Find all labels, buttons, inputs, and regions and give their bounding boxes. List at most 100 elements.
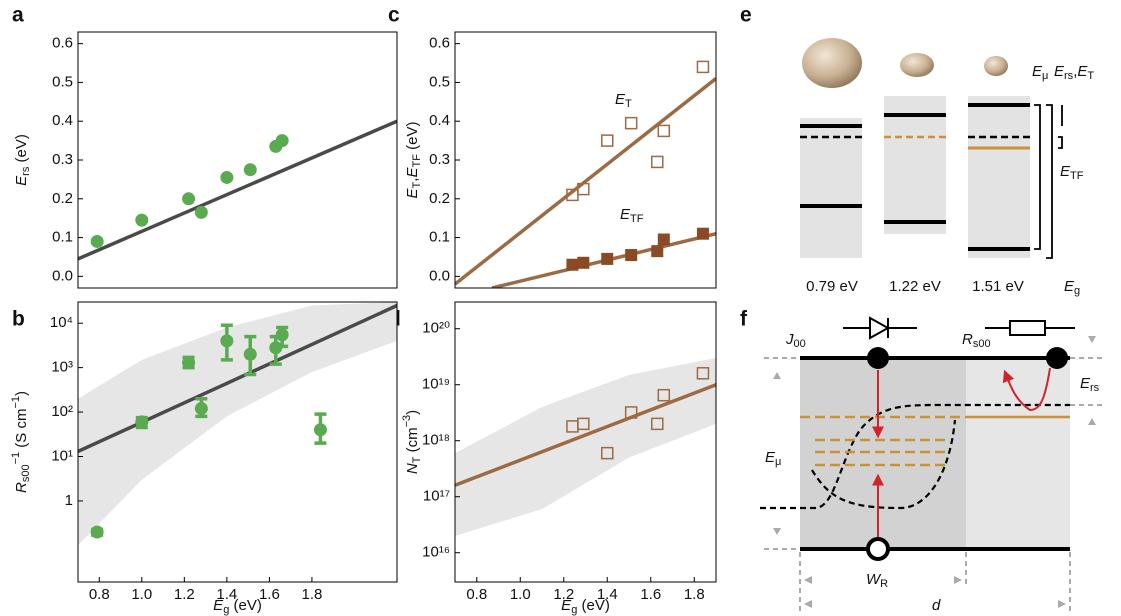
point xyxy=(696,227,709,240)
x-tick-label: 1.6 xyxy=(259,586,280,603)
y-tick-label: 0.2 xyxy=(52,190,73,207)
point xyxy=(275,134,289,148)
y-tick-label: 0.5 xyxy=(52,73,73,90)
text-segment: T xyxy=(1087,70,1094,82)
y-tick-label: 10⁴ xyxy=(50,314,73,331)
y-tick-label: 0.6 xyxy=(429,35,450,52)
text-segment: N xyxy=(404,463,421,474)
y-tick-label: 10¹⁷ xyxy=(423,488,450,505)
annotation: ETF xyxy=(620,206,644,225)
point xyxy=(601,446,614,460)
point xyxy=(657,388,671,402)
panel-label: b xyxy=(12,308,25,331)
y-axis-title: Rs00−1 (S cm−1) xyxy=(10,391,32,493)
label: Eμ xyxy=(1032,63,1048,82)
point xyxy=(275,328,289,342)
y-axis-title: NT (cm−3) xyxy=(401,410,423,474)
y-tick-label: 0.3 xyxy=(429,151,450,168)
y-tick-label: 10¹ xyxy=(51,447,73,464)
x-tick-label: 1.4 xyxy=(597,586,618,603)
text-segment: (eV) xyxy=(404,122,421,155)
x-tick-label: 1.0 xyxy=(510,586,531,603)
point xyxy=(90,234,104,248)
text-segment: E xyxy=(765,449,776,466)
plot-frame xyxy=(77,301,398,583)
text-segment: E xyxy=(561,597,572,614)
x-axis-title: Eg (eV) xyxy=(561,597,610,616)
x-tick-label: 0.8 xyxy=(89,586,110,603)
text-segment: −3 xyxy=(401,415,413,428)
point xyxy=(566,258,579,271)
y-axis-title: ET,ETF (eV) xyxy=(404,122,423,199)
text-segment: (cm xyxy=(404,427,421,456)
point xyxy=(625,249,638,262)
text-segment: E xyxy=(404,187,421,198)
text-segment: s00 xyxy=(973,338,991,350)
text-segment: E xyxy=(1077,63,1088,80)
x-tick-label: 1.2 xyxy=(553,586,574,603)
panel-label: a xyxy=(12,4,24,27)
point xyxy=(696,367,710,380)
point xyxy=(194,402,208,416)
text-segment: J xyxy=(785,331,794,348)
panel-f-diagram xyxy=(760,316,1105,612)
point xyxy=(90,525,104,539)
y-tick-label: 0.4 xyxy=(52,112,73,129)
point xyxy=(577,417,590,431)
panel-e-diagram xyxy=(800,38,1063,259)
y-tick-label: 0.0 xyxy=(429,267,450,284)
text-segment: s00 xyxy=(20,464,32,482)
text-segment: (eV) xyxy=(577,597,610,614)
text-segment: T xyxy=(411,181,423,188)
text-segment: E xyxy=(1080,375,1091,392)
text-segment: ) xyxy=(404,410,421,415)
point xyxy=(601,252,614,265)
text-segment: W xyxy=(866,571,882,588)
label: ETF xyxy=(1060,163,1084,182)
x-tick-label: 0.8 xyxy=(466,586,487,603)
text-segment: rs xyxy=(1064,70,1074,82)
y-tick-label: 0.2 xyxy=(429,190,450,207)
plot-frame xyxy=(454,301,717,583)
point xyxy=(696,60,710,74)
text-segment: 00 xyxy=(794,338,806,350)
point xyxy=(624,116,638,130)
y-tick-label: 10² xyxy=(51,403,73,420)
fit-line xyxy=(455,383,716,487)
text-segment: rs xyxy=(1090,382,1100,394)
point xyxy=(651,155,664,169)
text-segment: (eV) xyxy=(229,597,262,614)
label: WR xyxy=(866,571,888,590)
text-segment: T xyxy=(411,456,423,463)
y-tick-label: 0.1 xyxy=(52,229,73,246)
point xyxy=(624,406,638,419)
x-axis-title: Eg (eV) xyxy=(213,597,262,616)
text-segment: , xyxy=(1073,63,1077,80)
y-tick-label: 0.3 xyxy=(52,151,73,168)
fit-line xyxy=(78,119,397,261)
y-tick-label: 0.6 xyxy=(52,35,73,52)
text-segment: , xyxy=(404,178,421,182)
text-segment: −1 xyxy=(10,452,22,465)
x-tick-label: 1.2 xyxy=(174,586,195,603)
text-segment: μ xyxy=(1042,70,1048,82)
label: d xyxy=(932,597,941,614)
panel-label: c xyxy=(388,4,400,27)
text-segment: TF xyxy=(630,213,644,225)
text-segment: ) xyxy=(13,391,30,396)
point xyxy=(243,347,257,361)
point xyxy=(601,134,614,147)
confidence-band xyxy=(455,358,716,536)
x-tick-label: 1.4 xyxy=(216,586,237,603)
y-tick-label: 0.4 xyxy=(429,112,450,129)
x-tick-label: 1.8 xyxy=(684,586,705,603)
band-gap-label: 1.51 eV xyxy=(972,278,1024,295)
text-segment: E xyxy=(13,175,30,186)
y-axis-title: Ers (eV) xyxy=(13,134,32,186)
plot-area xyxy=(78,302,397,546)
point xyxy=(243,163,257,177)
plot-frame xyxy=(77,31,398,289)
point xyxy=(657,124,671,138)
y-tick-label: 0.1 xyxy=(429,229,450,246)
y-tick-label: 10¹⁸ xyxy=(422,432,450,449)
